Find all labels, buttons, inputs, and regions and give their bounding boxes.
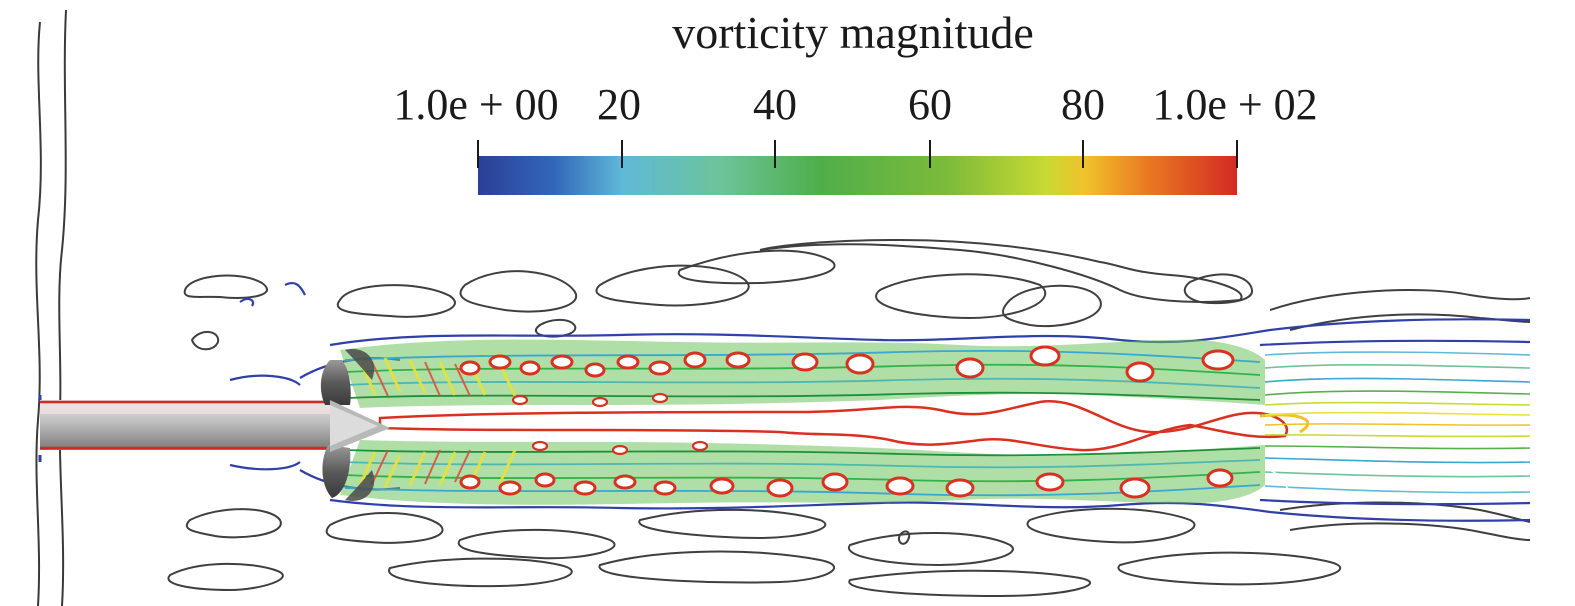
- tip-vortices-upper: [459, 345, 1235, 383]
- hub-vortex: [378, 400, 1289, 452]
- colorbar-tick-label: 80: [1061, 80, 1105, 129]
- colorbar-tick-label: 40: [753, 80, 797, 129]
- tip-vortices-lower: [459, 468, 1234, 499]
- wake-boundary-contours: [229, 281, 1531, 522]
- colorbar-tick-label: 1.0e + 02: [1152, 80, 1317, 129]
- colorbar: vorticity magnitude 1.0e + 00 20 40 60 8…: [393, 7, 1318, 195]
- colorbar-title: vorticity magnitude: [672, 7, 1034, 58]
- colorbar-ticks: [477, 140, 1238, 168]
- outer-contours: [167, 238, 1531, 598]
- far-wake-contours: [1264, 351, 1531, 496]
- colorbar-tick-label: 60: [908, 80, 952, 129]
- colorbar-tick-label: 1.0e + 00: [393, 80, 558, 129]
- colorbar-gradient: [478, 156, 1237, 195]
- colorbar-tick-label: 20: [597, 80, 641, 129]
- wake-vortex-field: [340, 339, 1310, 505]
- propeller: [320, 349, 390, 501]
- domain-left-boundary: [35, 9, 67, 606]
- propeller-shaft: [40, 400, 340, 450]
